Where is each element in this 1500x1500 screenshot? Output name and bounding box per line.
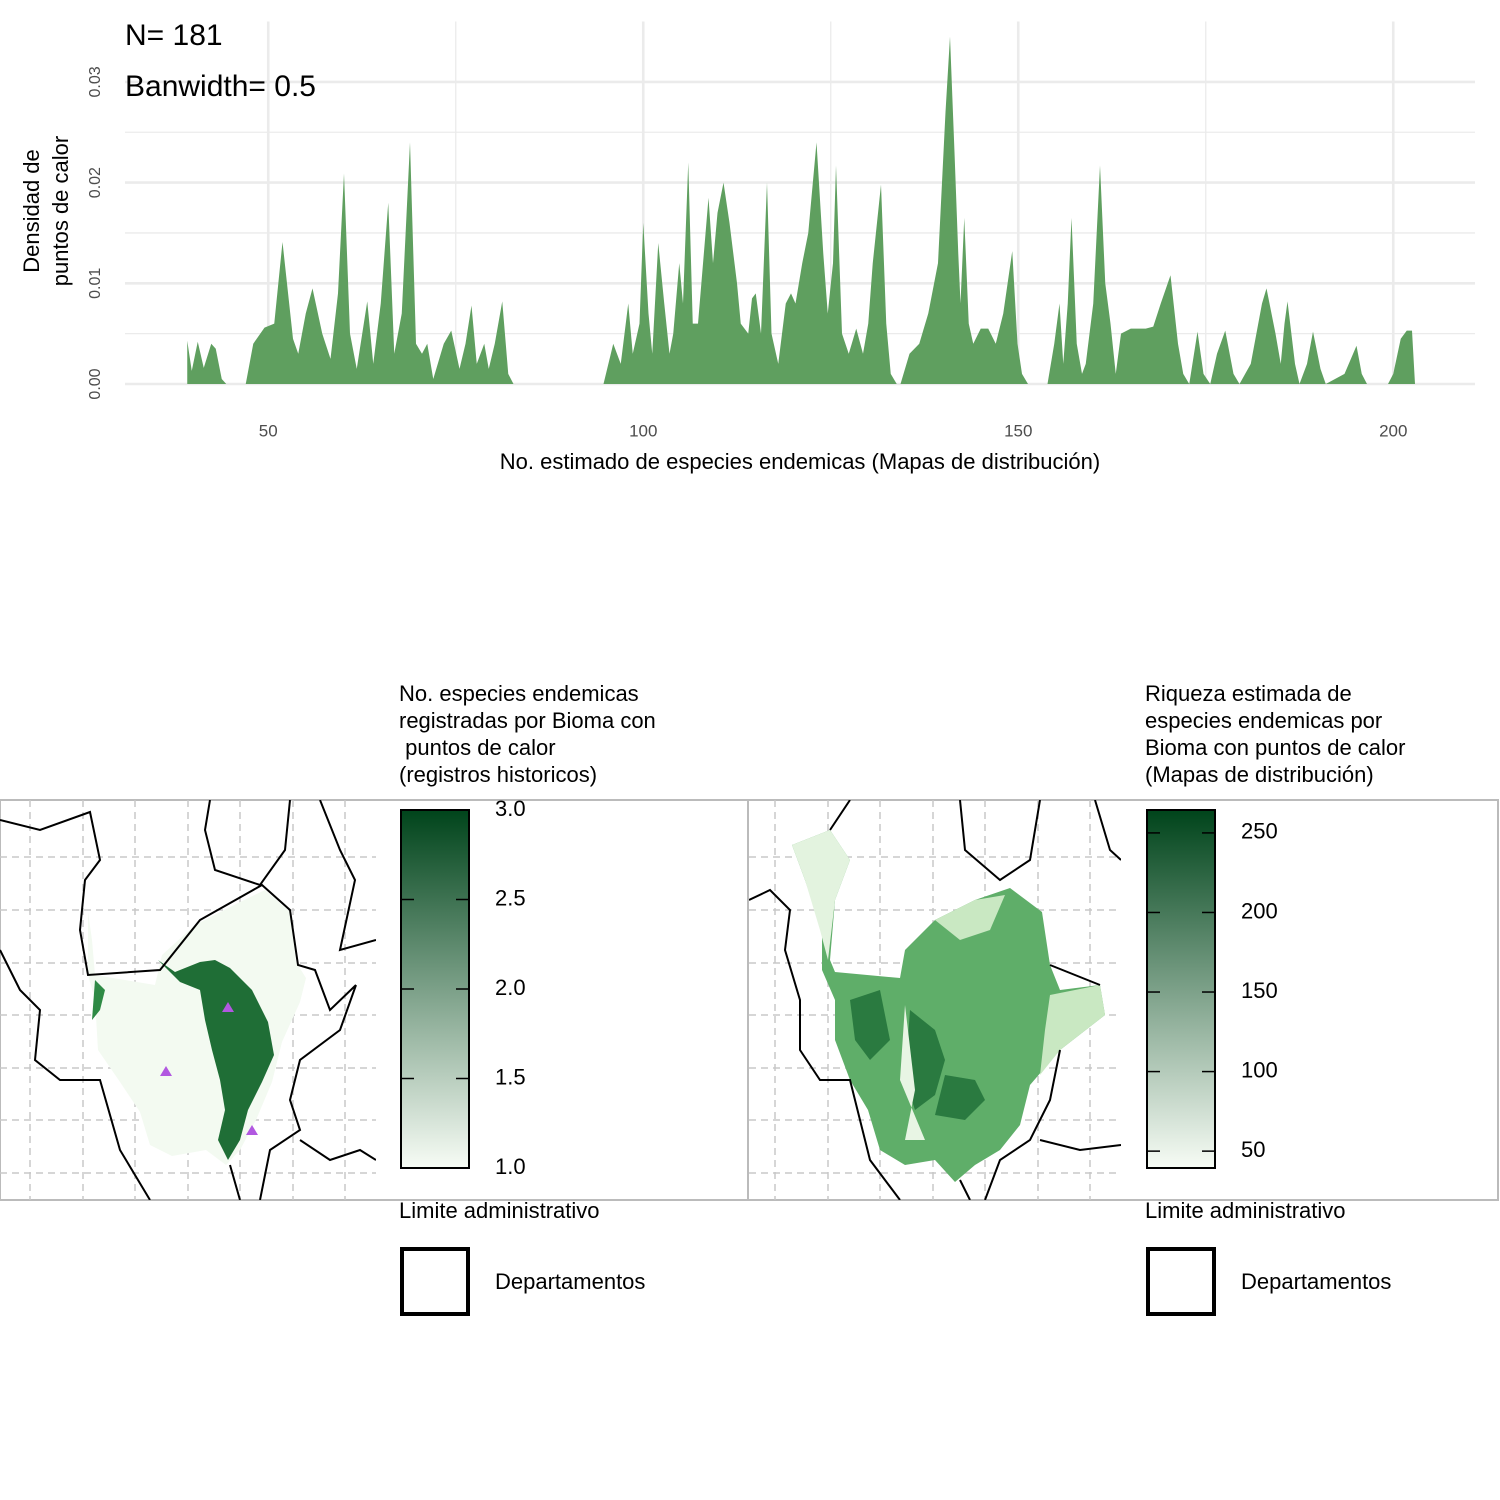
- annotation: N= 181: [125, 19, 223, 52]
- colorbar-label: 200: [1241, 898, 1278, 923]
- x-tick-label: 150: [1004, 421, 1032, 440]
- legend-title: Riqueza estimada de: [1145, 681, 1352, 706]
- colorbar-label: 3.0: [495, 796, 526, 821]
- biome-light: [900, 1005, 925, 1140]
- legend-title: Limite administrativo: [399, 1198, 600, 1223]
- colorbar-label: 250: [1241, 819, 1278, 844]
- colorbar-label: 50: [1241, 1137, 1265, 1162]
- density-chart: 0.00 0.01 0.02 0.03 50 100 150 200 N= 181 Banwidt…: [19, 19, 1475, 474]
- legend-title: puntos de calor: [399, 735, 556, 760]
- biome-area: [88, 890, 306, 1165]
- biome-dark: [92, 980, 105, 1020]
- department-boundaries: [749, 800, 1121, 1200]
- colorbar-label: 2.5: [495, 885, 526, 910]
- y-axis-title: puntos de calor: [48, 136, 73, 286]
- legend-title: registradas por Bioma con: [399, 708, 656, 733]
- colorbar-label: 1.0: [495, 1154, 526, 1179]
- department-boundaries: [0, 800, 376, 1200]
- legend-title: Bioma con puntos de calor: [1145, 735, 1406, 760]
- panel-border: [747, 799, 1499, 1201]
- density-area: [187, 36, 1415, 385]
- legend-key: [1146, 1247, 1216, 1316]
- colorbar: [1146, 809, 1216, 1169]
- x-tick-label: 50: [259, 421, 278, 440]
- legend-label: Departamentos: [495, 1269, 645, 1294]
- y-tick-label: 0.03: [87, 66, 104, 97]
- biome-dark: [850, 990, 985, 1120]
- y-tick-label: 0.00: [87, 368, 104, 399]
- legend-title: (Mapas de distribución): [1145, 762, 1374, 787]
- y-tick-label: 0.02: [87, 167, 104, 198]
- x-tick-label: 100: [629, 421, 657, 440]
- legend-title: especies endemicas por: [1145, 708, 1382, 733]
- colorbar-label: 150: [1241, 978, 1278, 1003]
- biome-light: [792, 830, 850, 960]
- legend-title: Limite administrativo: [1145, 1198, 1346, 1223]
- biome-dark: [158, 960, 274, 1160]
- x-axis-title: No. estimado de especies endemicas (Mapa…: [500, 449, 1100, 474]
- map-left: [0, 800, 376, 1200]
- colorbar-label: 100: [1241, 1057, 1278, 1082]
- annotation: Banwidth= 0.5: [125, 70, 316, 103]
- legend-title: No. especies endemicas: [399, 681, 639, 706]
- biome-area: [792, 830, 1105, 1182]
- graticule: [0, 800, 376, 1200]
- biome-light: [935, 895, 1105, 1075]
- legend-title: (registros historicos): [399, 762, 597, 787]
- x-tick-label: 200: [1379, 421, 1407, 440]
- map-right: [749, 800, 1121, 1200]
- legend-key: [400, 1247, 470, 1316]
- colorbar-label: 1.5: [495, 1064, 526, 1089]
- legend-label: Departamentos: [1241, 1269, 1391, 1294]
- y-axis-title: Densidad de: [19, 149, 44, 273]
- colorbar-label: 2.0: [495, 975, 526, 1000]
- y-tick-label: 0.01: [87, 268, 104, 299]
